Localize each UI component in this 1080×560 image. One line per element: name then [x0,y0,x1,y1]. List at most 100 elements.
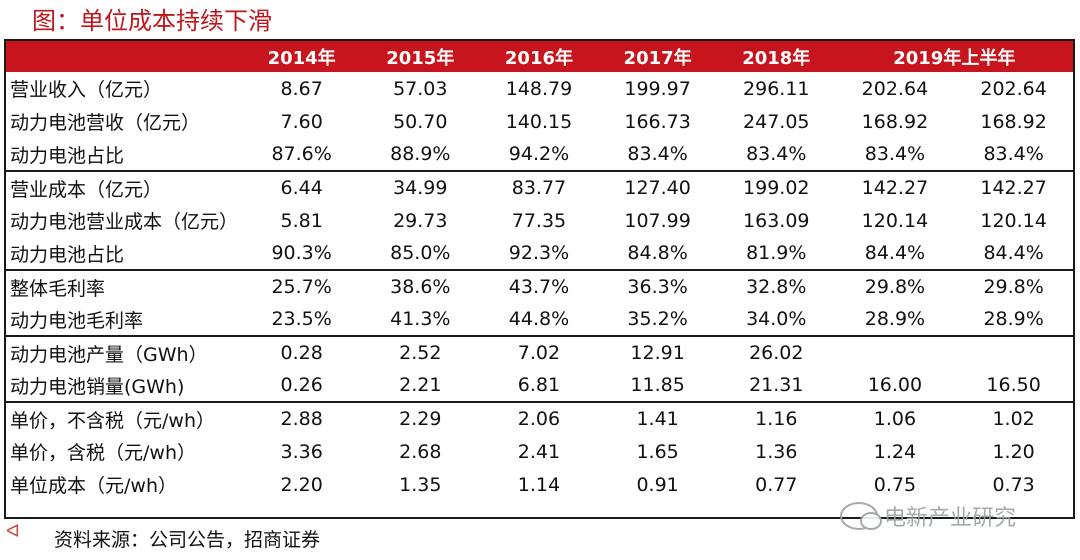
table-cell: 85.0% [390,242,451,264]
table-row: 动力电池营业成本（亿元） 5.81 29.73 77.35 107.99 163.09 12… [6,204,1073,237]
row-label: 动力电池占比 [10,243,125,266]
table-row: 整体毛利率 25.7% 38.6% 43.7% 36.3% 32.8% 29.8% 29.8% [6,269,1073,303]
table-cell: 0.75 [873,473,917,496]
table-cell: 23.5% [271,308,332,330]
table-cell: 29.8% [954,269,1073,303]
decorative-mark-icon: ᐊ [6,521,20,542]
table-row: 动力电池销量(GWh) 0.26 2.21 6.81 11.85 21.31 16.00 16… [6,369,1073,402]
table-cell: 199.02 [716,170,836,204]
table-cell: 2.06 [479,401,599,435]
table-cell: 5.81 [280,209,323,232]
data-table-container: 2014年 2015年 2016年 2017年 2018年 2019年上半年 营… [4,39,1075,519]
table-cell: 120.14 [861,209,929,232]
table-cell: 1.14 [517,473,561,496]
table-cell: 1.41 [598,401,717,435]
table-cell: 168.92 [980,110,1047,133]
row-label: 动力电池营收（亿元） [10,112,201,134]
table-cell: 57.03 [393,77,448,100]
table-cell: 88.9% [390,143,451,165]
table-cell: 120.14 [980,209,1047,232]
table-cell: 50.70 [393,110,448,133]
table-cell: 32.8% [716,269,836,303]
table-row: 动力电池产量（GWh） 0.28 2.52 7.02 12.91 26.02 [6,335,1073,369]
table-cell: 3.36 [280,440,323,463]
table-body: 营业收入（亿元） 8.67 57.03 148.79 199.97 296.11 202.6… [6,72,1073,501]
table-cell: 1.20 [992,440,1035,463]
table-cell: 2.29 [360,401,480,435]
table-cell: 1.36 [755,440,798,463]
table-cell: 8.67 [280,77,323,100]
table-row: 单位成本（元/wh） 2.20 1.35 1.14 0.91 0.77 0.75 0.73 [6,468,1073,501]
table-cell: 0.26 [280,374,323,396]
row-label: 动力电池销量(GWh) [10,375,185,398]
table-cell: 28.9% [983,308,1044,330]
table-cell: 41.3% [390,308,451,330]
table-cell: 142.27 [835,170,955,204]
table-cell: 77.35 [511,209,567,232]
table-cell [835,335,955,369]
table-cell: 26.02 [716,335,836,369]
table-cell: 83.77 [479,170,599,204]
row-label: 单位成本（元/wh） [10,475,177,497]
table-cell: 166.73 [624,110,691,133]
table-cell: 16.00 [867,374,923,396]
table-cell: 7.60 [280,110,323,133]
table-cell: 81.9% [746,242,807,264]
table-row: 营业收入（亿元） 8.67 57.03 148.79 199.97 296.11 202.6… [6,72,1073,105]
table-cell: 34.99 [360,170,480,204]
row-label: 营业收入（亿元） [10,79,163,101]
table-cell: 6.81 [517,374,561,396]
table-cell: 0.77 [755,473,798,496]
table-cell [954,335,1073,369]
table-cell: 199.97 [624,77,691,100]
table-cell: 29.73 [393,209,448,232]
table-cell: 25.7% [242,269,361,303]
table-cell: 247.05 [743,110,810,133]
table-cell: 43.7% [479,269,599,303]
table-cell: 0.73 [992,473,1035,496]
table-cell: 296.11 [743,77,810,100]
header-cell-2016: 2016年 [479,41,599,72]
figure-title: 图：单位成本持续下滑 [32,7,272,35]
table-cell: 94.2% [508,143,570,165]
table-cell: 127.40 [598,170,717,204]
watermark-text: 电新产业研究 [884,506,1017,531]
table-cell: 7.02 [479,335,599,369]
table-cell: 28.9% [864,308,926,330]
table-cell: 83.4% [627,143,688,165]
header-cell-2018: 2018年 [716,41,836,72]
wechat-icon [840,502,882,530]
table-cell: 2.41 [517,440,561,463]
table-cell: 92.3% [508,242,570,264]
table-row: 单价，不含税（元/wh） 2.88 2.29 2.06 1.41 1.16 1.06 1.02 [6,401,1073,435]
table-header-row: 2014年 2015年 2016年 2017年 2018年 2019年上半年 [6,41,1073,72]
table-cell: 84.4% [983,242,1044,264]
table-cell: 16.50 [986,374,1041,396]
table-cell: 202.64 [980,77,1047,100]
table-row: 单价，含税（元/wh） 3.36 2.68 2.41 1.65 1.36 1.24 1.20 [6,435,1073,468]
table-cell: 142.27 [954,170,1073,204]
table-cell: 1.24 [873,440,917,463]
table-cell: 202.64 [861,77,929,100]
table-cell: 107.99 [624,209,691,232]
table-row: 动力电池占比 87.6% 88.9% 94.2% 83.4% 83.4% 83.4% 83.4… [6,138,1073,171]
source-note: 资料来源：公司公告，招商证券 [54,529,321,551]
table-cell: 21.31 [749,374,804,396]
row-label: 动力电池产量（GWh） [6,335,243,369]
table-cell: 11.85 [630,374,685,396]
table-cell: 34.0% [746,308,807,330]
header-cell-2015: 2015年 [360,41,480,72]
row-label: 动力电池毛利率 [10,309,144,332]
row-label: 整体毛利率 [6,269,243,303]
header-cell-2017: 2017年 [598,41,717,72]
row-label: 单价，含税（元/wh） [10,442,196,464]
table-cell: 168.92 [861,110,929,133]
row-label: 营业成本（亿元） [6,170,243,204]
table-cell: 87.6% [271,143,332,165]
table-cell: 163.09 [743,209,810,232]
table-cell: 2.21 [399,374,442,396]
row-label: 动力电池营业成本（亿元） [10,211,239,233]
header-cell-2014: 2014年 [242,41,361,72]
table-cell: 1.06 [835,401,955,435]
table-cell: 2.88 [242,401,361,435]
